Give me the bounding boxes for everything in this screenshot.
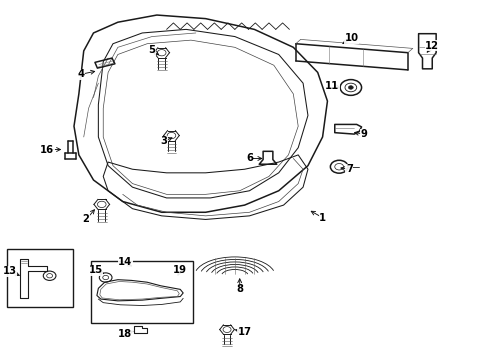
Text: 8: 8 (236, 284, 243, 294)
Text: 10: 10 (344, 33, 358, 43)
Text: 9: 9 (360, 129, 366, 139)
Text: 12: 12 (425, 41, 438, 50)
Text: 5: 5 (148, 45, 155, 55)
Text: 7: 7 (345, 164, 352, 174)
Circle shape (347, 86, 352, 89)
Text: 1: 1 (318, 213, 325, 222)
Text: 3: 3 (161, 136, 167, 146)
Bar (91, 261, 193, 323)
Text: 16: 16 (40, 144, 54, 154)
Text: 13: 13 (2, 266, 17, 276)
Text: 2: 2 (82, 215, 89, 224)
Text: 14: 14 (118, 257, 132, 267)
Text: 18: 18 (118, 329, 132, 339)
Text: 15: 15 (89, 265, 103, 275)
Text: 6: 6 (245, 153, 252, 163)
Text: 19: 19 (173, 265, 187, 275)
Text: 11: 11 (325, 81, 339, 91)
Bar (7, 249, 72, 307)
Text: 17: 17 (237, 327, 251, 337)
Text: 4: 4 (78, 69, 85, 79)
